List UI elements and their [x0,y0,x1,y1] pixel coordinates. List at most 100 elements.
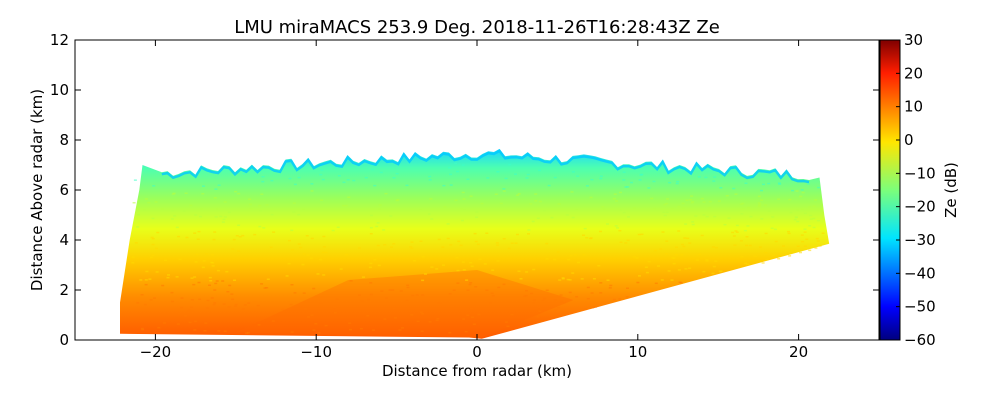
speckle [526,173,530,176]
speckle [419,311,423,313]
speckle [508,163,512,166]
speckle [261,176,265,178]
speckle [805,238,809,240]
speckle [413,260,416,262]
speckle [496,171,500,173]
speckle [660,279,664,281]
speckle [791,189,794,192]
speckle [747,206,751,209]
speckle [204,322,208,324]
speckle [534,200,538,202]
speckle [803,245,807,247]
speckle [491,269,495,271]
speckle [700,197,704,200]
speckle [448,167,452,169]
speckle [466,289,470,291]
speckle [568,291,572,294]
speckle [258,225,262,228]
speckle [208,276,212,279]
speckle [689,199,693,201]
speckle [455,256,459,259]
speckle [615,200,618,202]
speckle [677,269,681,271]
speckle [134,242,138,244]
speckle [663,203,667,206]
speckle [319,258,323,261]
speckle [285,275,289,277]
speckle [288,177,292,180]
speckle [331,229,335,232]
speckle [249,207,253,210]
speckle [665,240,669,242]
y-tick-label: 4 [59,231,69,249]
speckle [626,239,630,242]
speckle [203,330,207,332]
speckle [519,278,523,280]
speckle [383,244,387,246]
speckle [292,202,296,204]
speckle [782,245,785,247]
speckle [322,246,326,248]
speckle [583,227,587,230]
speckle [333,306,337,309]
speckle [489,301,492,304]
speckle [429,198,433,200]
speckle [525,271,529,273]
speckle [590,178,594,181]
speckle [681,207,685,209]
speckle [456,282,460,284]
speckle [538,200,542,203]
speckle [670,207,674,210]
speckle [243,304,247,306]
speckle [421,313,425,315]
speckle [231,248,235,250]
speckle [395,199,399,202]
speckle [561,277,565,279]
speckle [667,270,671,272]
speckle [589,196,593,199]
high-reflectivity-core [235,270,574,338]
speckle [312,329,316,331]
speckle [371,168,375,171]
y-tick-label: 0 [59,331,69,349]
x-tick-label: −20 [140,343,172,361]
speckle [410,247,414,250]
speckle [197,281,201,284]
speckle [178,258,182,261]
speckle [771,216,775,218]
speckle [640,233,644,236]
speckle [506,325,510,328]
speckle [164,259,167,262]
speckle [379,171,383,174]
speckle [717,200,721,202]
speckle [770,227,774,229]
speckle [691,200,695,203]
speckle [281,308,285,311]
speckle [372,329,375,331]
speckle [545,242,549,245]
speckle [247,302,251,304]
speckle [241,308,245,310]
speckle [369,226,373,229]
speckle [758,205,761,208]
speckle [145,270,149,273]
speckle [764,251,768,254]
speckle [474,240,478,243]
speckle [309,257,313,260]
speckle [153,297,156,299]
speckle [599,175,603,177]
speckle [206,299,210,302]
speckle [237,192,241,195]
speckle [460,219,464,222]
speckle [333,312,337,314]
speckle [237,250,241,252]
speckle [155,271,159,273]
speckle [299,305,302,307]
speckle [571,216,575,219]
speckle [713,176,717,178]
y-tick-label: 10 [50,81,69,99]
speckle [248,198,252,200]
speckle [339,268,343,270]
speckle [682,245,686,248]
speckle [735,231,739,233]
